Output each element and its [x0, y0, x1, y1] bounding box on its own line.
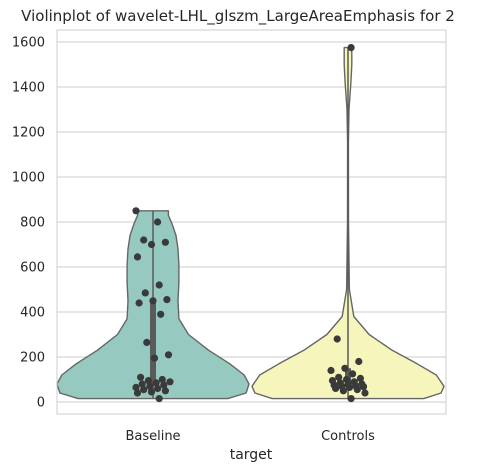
data-point [140, 386, 148, 394]
x-axis-label: target [230, 447, 273, 463]
data-point [356, 374, 364, 382]
data-point [152, 379, 160, 387]
data-point [335, 373, 343, 381]
data-point [138, 380, 146, 388]
data-point [133, 253, 142, 261]
y-tick-label: 200 [20, 351, 45, 366]
y-tick-label: 800 [20, 216, 45, 231]
data-point [163, 296, 171, 304]
grid-lines [57, 41, 446, 403]
plot-frame [56, 29, 447, 415]
data-point [155, 281, 163, 289]
x-axis-ticks: Baseline Controls [125, 429, 375, 444]
data-point [141, 289, 149, 297]
data-point [144, 377, 152, 385]
data-point [161, 238, 169, 246]
data-point [140, 236, 148, 244]
y-tick-label: 600 [20, 261, 45, 276]
y-tick-label: 1400 [12, 81, 45, 96]
data-point [158, 375, 166, 384]
data-point [154, 384, 162, 393]
data-point [132, 207, 140, 215]
data-point [166, 378, 174, 386]
data-point [332, 384, 340, 393]
chart-title: Violinplot of wavelet-LHL_glszm_LargeAre… [21, 7, 455, 26]
data-point [333, 335, 341, 343]
data-point [349, 370, 357, 378]
violin-iqr-box [150, 300, 156, 386]
data-point [341, 364, 349, 372]
data-point [147, 240, 156, 249]
data-point [161, 387, 169, 395]
data-point [137, 373, 145, 381]
data-point [143, 338, 151, 346]
data-point [154, 218, 162, 226]
data-point [160, 381, 168, 389]
y-axis-ticks: 0 200 400 600 800 1000 1200 1400 1600 [12, 36, 45, 411]
data-point [355, 357, 363, 366]
data-point [361, 389, 369, 397]
data-point [359, 383, 368, 391]
data-point [157, 310, 165, 318]
data-point [327, 366, 335, 375]
data-point [149, 297, 157, 305]
data-point [164, 351, 173, 359]
data-point [353, 386, 361, 394]
data-point [150, 354, 159, 362]
data-points [132, 44, 369, 403]
y-tick-label: 1600 [12, 36, 45, 51]
data-point [347, 395, 355, 403]
y-tick-label: 0 [37, 396, 45, 411]
data-point [146, 382, 154, 390]
data-point [347, 44, 355, 52]
data-point [345, 383, 354, 391]
data-point [339, 387, 347, 395]
data-point [135, 299, 143, 307]
x-tick-label: Controls [321, 429, 375, 444]
x-tick-label: Baseline [125, 429, 180, 444]
y-tick-label: 400 [20, 306, 45, 321]
data-point [147, 388, 156, 396]
y-tick-label: 1200 [12, 126, 45, 141]
data-point [133, 389, 142, 397]
data-point [155, 395, 163, 403]
y-tick-label: 1000 [12, 171, 45, 186]
data-point [132, 383, 140, 391]
